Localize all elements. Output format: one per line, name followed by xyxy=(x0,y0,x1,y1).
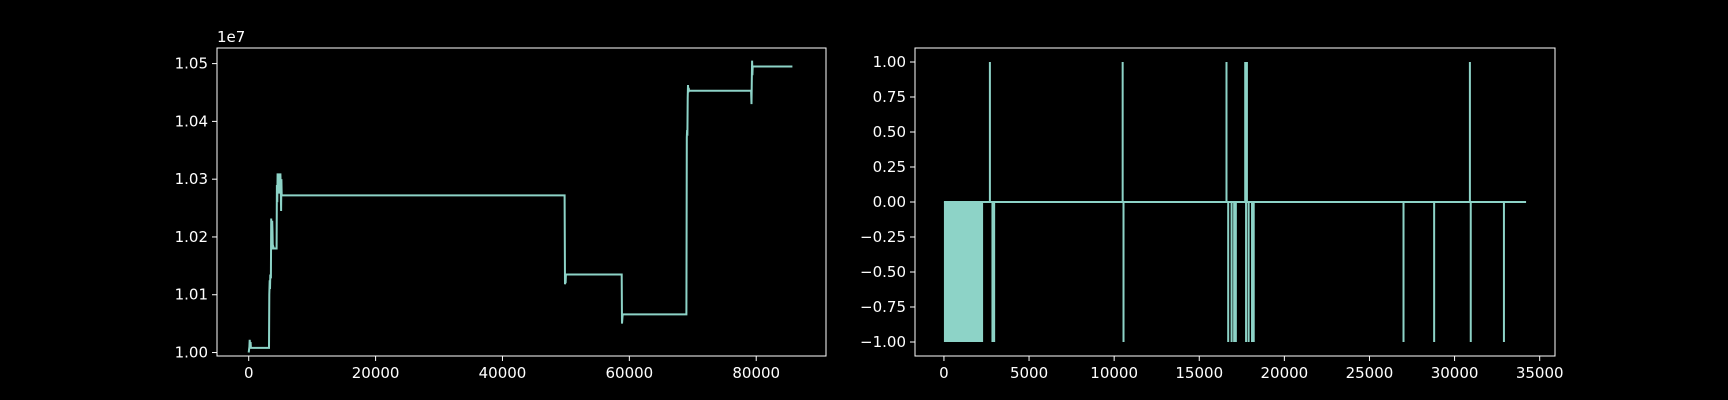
plot-frame xyxy=(216,47,827,357)
y-tick-label: 0.00 xyxy=(873,193,906,211)
x-tick-label: 35000 xyxy=(1516,364,1564,382)
y-tick-label: 1.01 xyxy=(175,286,208,304)
y-tick-label: −1.00 xyxy=(860,333,906,351)
y-tick-label: −0.50 xyxy=(860,263,906,281)
x-tick-label: 60000 xyxy=(605,364,653,382)
y-tick-label: −0.25 xyxy=(860,228,906,246)
y-tick-label: −0.75 xyxy=(860,298,906,316)
y-tick-label: 1.03 xyxy=(175,170,208,188)
y-tick-label: 1.04 xyxy=(175,112,208,130)
x-tick-label: 40000 xyxy=(479,364,527,382)
x-tick-label: 30000 xyxy=(1431,364,1479,382)
y-tick-label: 0.25 xyxy=(873,158,906,176)
chart-right: 0 5000 10000 15000 20000 25000 30000 35000 1.00 0… xyxy=(860,47,1564,382)
y-offset-label: 1e7 xyxy=(217,28,245,46)
x-tick-label: 10000 xyxy=(1090,364,1138,382)
y-tick-label: 0.50 xyxy=(873,123,906,141)
chart-left: 0 20000 40000 60000 80000 1.00 1.01 1.02 1.03 1.0… xyxy=(175,28,827,382)
y-tick-label: 1.02 xyxy=(175,228,208,246)
x-tick-label: 0 xyxy=(939,364,949,382)
x-tick-label: 0 xyxy=(244,364,254,382)
x-tick-label: 15000 xyxy=(1175,364,1223,382)
y-tick-label: 0.75 xyxy=(873,88,906,106)
x-tick-label: 25000 xyxy=(1346,364,1394,382)
filled-band xyxy=(943,202,984,342)
y-tick-label: 1.05 xyxy=(175,55,208,73)
x-tick-label: 20000 xyxy=(352,364,400,382)
x-tick-label: 20000 xyxy=(1261,364,1309,382)
y-tick-label: 1.00 xyxy=(873,53,906,71)
x-tick-label: 5000 xyxy=(1010,364,1048,382)
x-tick-label: 80000 xyxy=(732,364,780,382)
y-tick-label: 1.00 xyxy=(175,344,208,362)
series-line-0 xyxy=(247,60,793,353)
